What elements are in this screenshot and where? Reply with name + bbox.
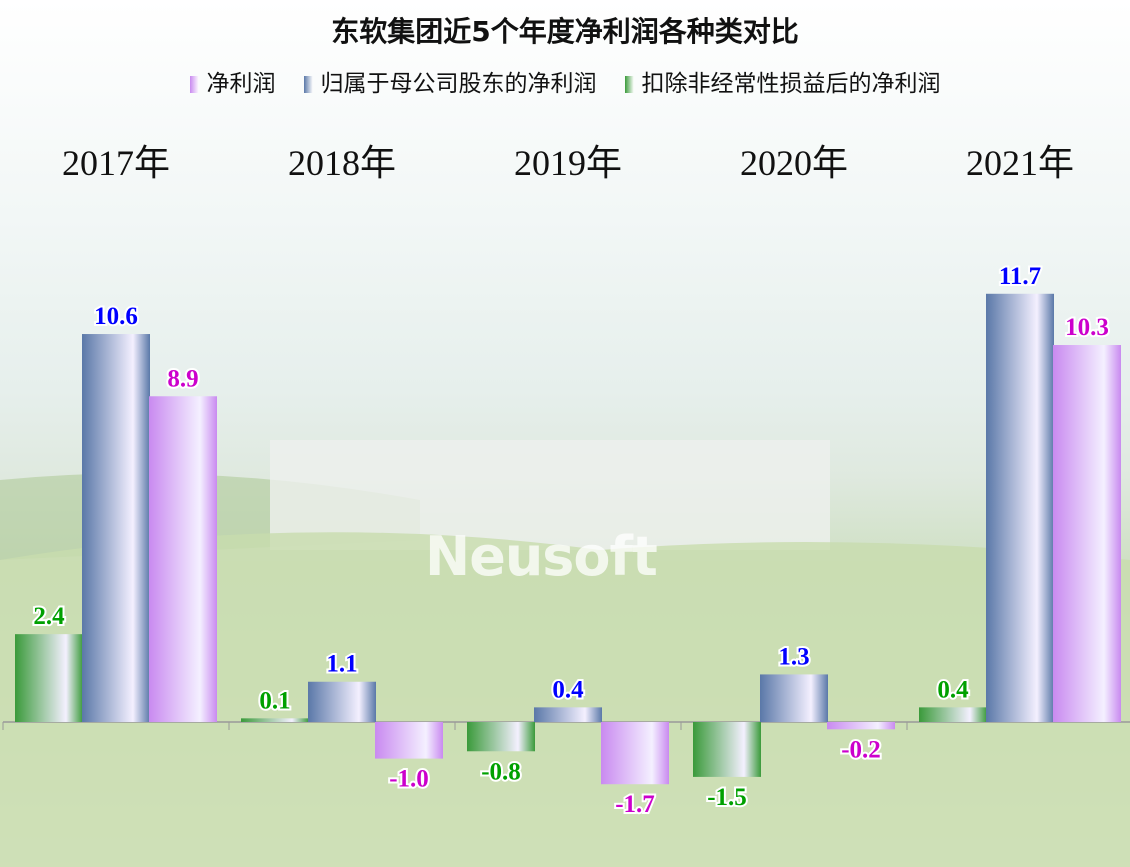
legend-item: 扣除非经常性损益后的净利润: [624, 64, 941, 98]
bar: [82, 334, 150, 722]
data-label: -0.8: [481, 758, 521, 785]
bar: [15, 634, 83, 722]
bar: [534, 707, 602, 722]
legend-swatch: [189, 76, 199, 93]
category-label: 2017年: [62, 143, 170, 183]
legend-label: 扣除非经常性损益后的净利润: [641, 71, 941, 97]
data-label: 1.1: [326, 651, 357, 678]
bar: [308, 681, 376, 722]
data-label: 2.4: [33, 603, 65, 630]
legend-label: 净利润: [206, 71, 276, 97]
data-label: 11.7: [999, 263, 1041, 290]
category-label: 2020年: [740, 143, 848, 183]
data-label: 10.3: [1065, 314, 1109, 341]
bar: [467, 722, 535, 752]
data-label: -1.0: [389, 766, 429, 793]
bar: [241, 718, 309, 722]
chart-title: 东软集团近5个年度净利润各种类对比: [331, 15, 799, 48]
legend-swatch: [303, 76, 313, 93]
bar: [919, 707, 987, 722]
data-label: 0.1: [259, 687, 290, 714]
data-label: -1.5: [707, 784, 747, 811]
bar: [827, 722, 895, 730]
bar: [601, 722, 669, 785]
category-label: 2018年: [288, 143, 396, 183]
data-label: 8.9: [167, 365, 198, 392]
bar: [760, 674, 828, 722]
legend-item: 净利润: [189, 64, 276, 98]
bar: [693, 722, 761, 777]
data-label: -1.7: [615, 791, 655, 818]
data-label: -0.2: [841, 736, 881, 763]
bar: [375, 722, 443, 759]
bar: [149, 396, 217, 722]
category-label: 2021年: [966, 143, 1074, 183]
legend-item: 归属于母公司股东的净利润: [303, 64, 597, 98]
neusoft-watermark: Neusoft: [425, 525, 658, 588]
data-label: 1.3: [778, 643, 809, 670]
data-label: 10.6: [94, 303, 138, 330]
bar: [986, 293, 1054, 722]
legend: 净利润 归属于母公司股东的净利润 扣除非经常性损益后的净利润: [0, 64, 1130, 98]
category-label: 2019年: [514, 143, 622, 183]
data-label: 0.4: [937, 676, 969, 703]
legend-label: 归属于母公司股东的净利润: [320, 71, 597, 97]
data-label: 0.4: [552, 676, 584, 703]
bar: [1053, 345, 1121, 722]
legend-swatch: [624, 76, 634, 93]
